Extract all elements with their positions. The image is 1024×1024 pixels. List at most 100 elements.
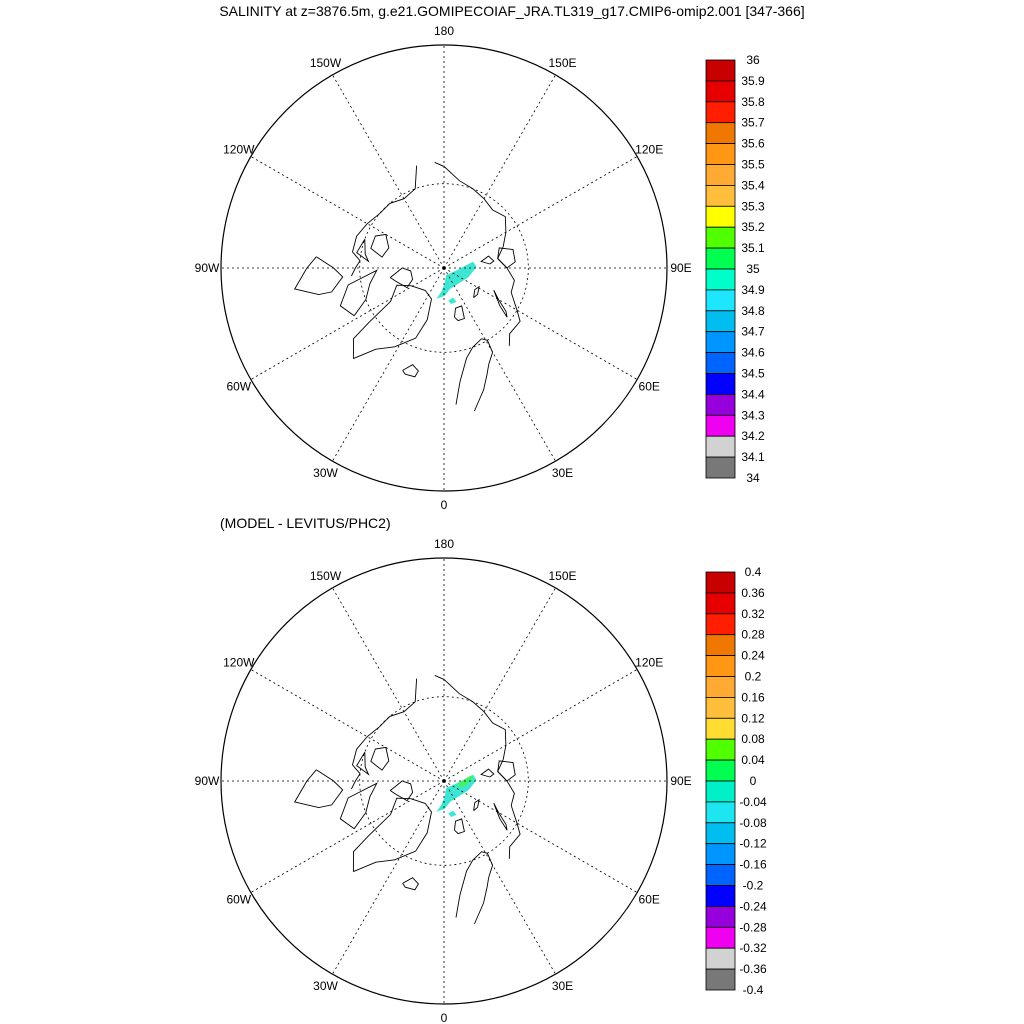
field-region-positive <box>456 775 474 788</box>
colorbar-swatch <box>705 738 736 761</box>
colorbar-swatch <box>705 697 736 719</box>
coastline-canarch2 <box>356 751 370 776</box>
colorbar-tick-label: 34.3 <box>741 408 765 422</box>
graticule-lat-70 <box>359 183 529 353</box>
map-panel-bottom: 180 150E 120E 90E 60E 30E 0 30W 60W 90W 120W 150W 0.… <box>195 537 767 1024</box>
coastline-greenland <box>352 284 432 360</box>
colorbar-tick-label: 34.9 <box>741 283 765 297</box>
colorbar-tick-label: 0.32 <box>741 607 765 621</box>
colorbar-tick-label: 0.4 <box>745 565 762 579</box>
coastline-svalbard <box>454 818 465 835</box>
colorbar-swatch <box>705 205 736 228</box>
coastline-greenland <box>352 797 432 873</box>
colorbar-tick-label: -0.32 <box>739 941 767 955</box>
map-content <box>221 45 667 491</box>
map-boundary <box>220 557 668 1005</box>
coastline-iceland <box>402 877 419 891</box>
colorbar-swatch <box>705 717 736 740</box>
graticule-meridian <box>443 267 638 380</box>
colorbar-tick-label: -0.24 <box>739 899 767 913</box>
colorbar-tick-label: -0.08 <box>739 816 767 830</box>
colorbar-swatch <box>705 885 736 907</box>
coastline-iceland <box>402 364 419 378</box>
colorbar-tick-label: 34.5 <box>741 367 765 381</box>
colorbar-swatch <box>705 164 736 186</box>
colorbar-tick-label: 35.1 <box>741 241 765 255</box>
colorbar-tick-label: 0 <box>750 774 757 788</box>
colorbar-swatch <box>705 289 736 312</box>
graticule-meridian <box>443 669 638 782</box>
colorbar-tick-label: -0.36 <box>739 962 767 976</box>
graticule-meridian <box>332 267 445 462</box>
coastline-hudson <box>294 256 344 296</box>
colorbar-swatch <box>705 414 736 437</box>
colorbar-tick-label: 0.2 <box>745 670 762 684</box>
colorbar-tick-label: 0.24 <box>741 649 765 663</box>
colorbar-swatch <box>705 822 736 845</box>
colorbar-tick-label: 0.12 <box>741 711 765 725</box>
colorbar-swatch <box>705 968 736 991</box>
colorbar-swatch <box>705 843 736 866</box>
colorbar-tick-label: -0.12 <box>739 837 767 851</box>
graticule-meridian <box>443 587 556 782</box>
graticule-meridian <box>250 267 445 380</box>
colorbar-swatch <box>705 759 736 782</box>
coastline-scandinavia <box>455 338 494 412</box>
longitude-label-0: 0 <box>441 498 448 512</box>
longitude-label-150e: 150E <box>548 569 576 583</box>
longitude-label-60w: 60W <box>226 380 251 394</box>
graticule-meridian <box>443 267 556 462</box>
coastline-severnaya <box>480 768 495 778</box>
longitude-label-120w: 120W <box>223 143 255 157</box>
colorbar-swatch <box>705 310 736 333</box>
colorbar-swatch <box>705 926 736 949</box>
longitude-label-0: 0 <box>441 1011 448 1024</box>
coastline-hudson <box>294 769 344 809</box>
longitude-label-60e: 60E <box>639 893 660 907</box>
colorbar-swatch <box>705 268 736 291</box>
longitude-label-120e: 120E <box>635 143 663 157</box>
field-region-small <box>448 297 457 304</box>
graticule-meridian <box>250 669 445 782</box>
colorbar-tick-label: 34.6 <box>741 346 765 360</box>
bottom-panel-subtitle: (MODEL - LEVITUS/PHC2) <box>220 515 391 531</box>
colorbar-tick-label: 36 <box>746 53 760 67</box>
coastline-ellesmere <box>390 267 414 289</box>
colorbar-tick-label: 34.1 <box>741 450 765 464</box>
coastline-canarch1 <box>370 746 390 771</box>
colorbar-tick-label: 35.7 <box>741 116 765 130</box>
map-panel-top: 180 150E 120E 90E 60E 30E 0 30W 60W 90W 120W 150W 36… <box>195 24 765 512</box>
colorbar-bottom: 0.4 0.36 0.32 0.28 0.24 0.2 0.16 0.12 0.08 0.04 0 -… <box>705 565 767 997</box>
colorbar-swatch <box>705 613 736 636</box>
colorbar-tick-label: 0.16 <box>741 690 765 704</box>
colorbar-tick-label: 35.6 <box>741 137 765 151</box>
colorbar-tick-label: 35.8 <box>741 95 765 109</box>
colorbar-tick-label: -0.04 <box>739 795 767 809</box>
longitude-label-90e: 90E <box>670 261 691 275</box>
colorbar-tick-label: 34 <box>746 471 760 485</box>
coastline-franz <box>473 285 480 298</box>
colorbar-swatch <box>705 59 736 82</box>
longitude-label-150w: 150W <box>310 56 342 70</box>
colorbar-tick-label: 35.2 <box>741 220 765 234</box>
graticule-lat-70 <box>359 696 529 866</box>
longitude-label-60e: 60E <box>639 380 660 394</box>
colorbar-tick-label: 34.7 <box>741 325 765 339</box>
colorbar-tick-label: 0.04 <box>741 753 765 767</box>
colorbar-tick-label: 35.9 <box>741 74 765 88</box>
coastline-franz <box>473 798 480 811</box>
longitude-label-150w: 150W <box>310 569 342 583</box>
longitude-label-180: 180 <box>434 24 454 38</box>
colorbar-swatch <box>705 592 736 615</box>
colorbar-swatch <box>705 247 736 270</box>
field-region-ridge <box>436 261 477 299</box>
longitude-label-60w: 60W <box>226 893 251 907</box>
coastline-baffin <box>339 269 378 317</box>
longitude-label-30w: 30W <box>313 979 338 993</box>
colorbar-swatch <box>705 864 736 886</box>
graticule-meridian <box>443 780 638 893</box>
coastline-novaya <box>493 802 508 831</box>
coastline-baffin <box>339 782 378 830</box>
colorbar-swatch <box>705 801 736 824</box>
